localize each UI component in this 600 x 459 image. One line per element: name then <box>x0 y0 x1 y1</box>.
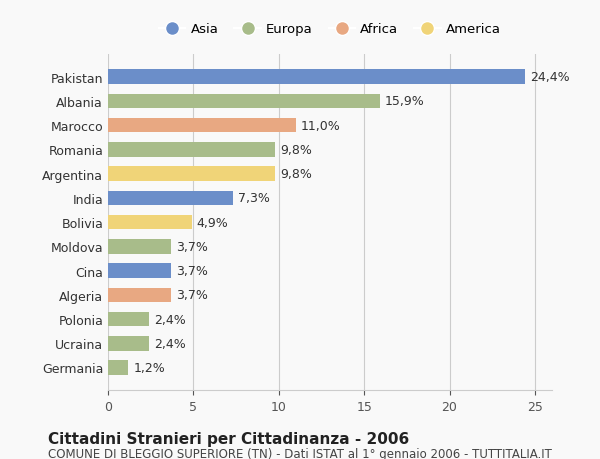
Text: 9,8%: 9,8% <box>280 168 313 181</box>
Bar <box>108 70 524 85</box>
Bar <box>108 95 380 109</box>
Text: 4,9%: 4,9% <box>197 216 229 229</box>
Text: Cittadini Stranieri per Cittadinanza - 2006: Cittadini Stranieri per Cittadinanza - 2… <box>48 431 409 447</box>
Text: 1,2%: 1,2% <box>134 361 166 374</box>
Text: 9,8%: 9,8% <box>280 144 313 157</box>
Text: 2,4%: 2,4% <box>154 337 186 350</box>
Text: 15,9%: 15,9% <box>385 95 424 108</box>
Bar <box>108 191 233 206</box>
Bar <box>108 143 275 157</box>
Text: COMUNE DI BLEGGIO SUPERIORE (TN) - Dati ISTAT al 1° gennaio 2006 - TUTTITALIA.IT: COMUNE DI BLEGGIO SUPERIORE (TN) - Dati … <box>48 448 552 459</box>
Bar <box>108 119 296 133</box>
Bar <box>108 215 191 230</box>
Bar <box>108 264 171 278</box>
Text: 11,0%: 11,0% <box>301 119 341 132</box>
Text: 3,7%: 3,7% <box>176 264 208 277</box>
Legend: Asia, Europa, Africa, America: Asia, Europa, Africa, America <box>154 18 506 42</box>
Bar <box>108 240 171 254</box>
Bar <box>108 288 171 302</box>
Bar <box>108 336 149 351</box>
Bar <box>108 312 149 326</box>
Text: 3,7%: 3,7% <box>176 289 208 302</box>
Text: 24,4%: 24,4% <box>530 71 569 84</box>
Text: 2,4%: 2,4% <box>154 313 186 326</box>
Text: 7,3%: 7,3% <box>238 192 269 205</box>
Text: 3,7%: 3,7% <box>176 241 208 253</box>
Bar <box>108 360 128 375</box>
Bar <box>108 167 275 181</box>
